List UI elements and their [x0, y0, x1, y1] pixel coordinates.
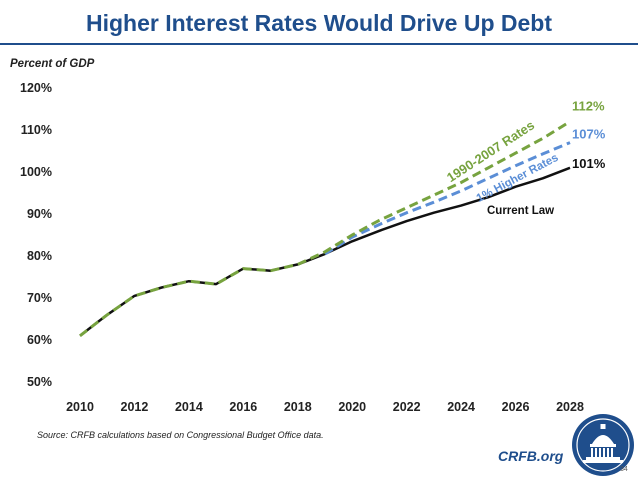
chart-title: Higher Interest Rates Would Drive Up Deb…	[85, 10, 553, 36]
series-end-value-label: 107%	[572, 127, 606, 142]
y-tick-label: 80%	[27, 249, 52, 263]
x-tick-label: 2010	[66, 400, 94, 414]
site-link[interactable]: CRFB.org	[498, 448, 564, 464]
x-tick-label: 2016	[229, 400, 257, 414]
title-divider	[0, 43, 638, 45]
x-tick-label: 2028	[556, 400, 584, 414]
x-tick-label: 2020	[338, 400, 366, 414]
series-lines	[79, 120, 571, 337]
x-tick-label: 2022	[393, 400, 421, 414]
series-line-1990-2007-rates	[79, 120, 571, 337]
x-tick-label: 2012	[121, 400, 149, 414]
y-axis-ticks: 50% 60% 70% 80% 90% 100% 110% 120%	[20, 81, 52, 389]
y-tick-label: 70%	[27, 291, 52, 305]
series-line-1-higher-rates	[324, 141, 571, 256]
y-tick-label: 120%	[20, 81, 52, 95]
x-tick-label: 2026	[502, 400, 530, 414]
x-tick-label: 2018	[284, 400, 312, 414]
y-tick-label: 100%	[20, 165, 52, 179]
x-axis-ticks: 2010 2012 2014 2016 2018 2020 2022 2024 2026 2028	[66, 400, 584, 414]
capitol-dome-seal-icon	[572, 414, 634, 476]
y-tick-label: 60%	[27, 333, 52, 347]
y-tick-label: 110%	[21, 123, 52, 137]
source-note: Source: CRFB calculations based on Congr…	[37, 430, 324, 440]
series-name-label: Current Law	[487, 205, 554, 217]
series-end-value-label: 101%	[572, 156, 606, 171]
chart-area: 50% 60% 70% 80% 90% 100% 110% 120% 2010 2012 2014…	[20, 81, 606, 414]
y-axis-label: Percent of GDP	[10, 58, 95, 70]
y-tick-label: 50%	[27, 375, 52, 389]
x-tick-label: 2024	[447, 400, 475, 414]
series-end-value-label: 112%	[572, 99, 605, 114]
page-number: 34	[620, 466, 628, 473]
x-tick-label: 2014	[175, 400, 203, 414]
y-tick-label: 90%	[27, 207, 52, 221]
